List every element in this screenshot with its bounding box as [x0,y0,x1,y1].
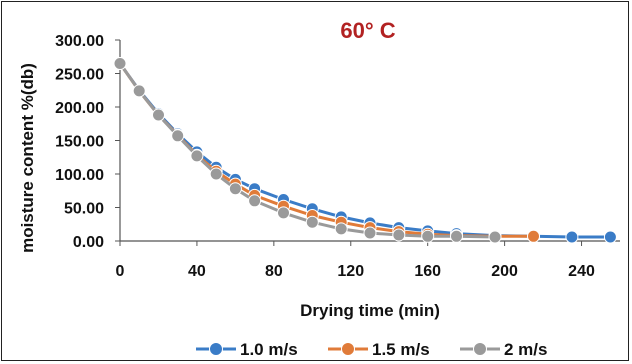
data-point [277,206,290,220]
legend-item: 2 m/s [460,340,547,359]
y-tick-label: 100.00 [55,167,104,184]
x-tick-label: 240 [568,263,595,280]
data-point [421,229,435,243]
series-line [118,62,496,239]
legend-item: 1.0 m/s [196,340,298,359]
data-point [603,230,617,244]
y-tick-label: 200.00 [55,100,104,117]
data-point [209,167,223,181]
data-point [565,230,579,244]
x-axis-title: Drying time (min) [300,301,440,320]
legend-item: 1.5 m/s [328,340,430,359]
data-point [171,129,185,143]
data-point [190,149,204,163]
data-point [248,194,262,208]
data-point [392,228,406,242]
legend-swatch-marker [209,342,223,356]
legend-swatch-marker [341,342,355,356]
x-tick-label: 0 [116,263,125,280]
x-tick-label: 40 [188,263,206,280]
series-layer [113,57,617,244]
data-point [132,84,146,98]
x-tick-label: 200 [491,263,518,280]
legend-label: 1.0 m/s [240,340,298,359]
series-2 [113,57,540,243]
data-point [113,57,127,70]
data-point [152,108,165,122]
axes: 0.00 50.00 100.00 150.00 200.00 250.00 300.00 0… [55,33,620,280]
series-3 [113,57,502,244]
data-point [305,215,319,229]
legend-label: 1.5 m/s [372,340,430,359]
y-axis-title: moisture content %(db) [18,63,37,253]
y-tick-label: 300.00 [55,33,104,50]
legend-swatch-marker [473,342,487,356]
x-tick-label: 160 [414,263,441,280]
chart-title: 60° C [340,18,395,43]
legend: 1.0 m/s 1.5 m/s 2 m/s [196,340,547,359]
data-point [228,182,242,196]
y-tick-label: 50.00 [64,201,104,218]
series-line [118,62,534,238]
data-point [488,230,502,244]
y-tick-label: 150.00 [55,134,104,151]
data-point [450,229,463,243]
x-tick-label: 120 [337,263,364,280]
data-point [527,229,540,243]
y-tick-label: 250.00 [55,67,104,84]
x-tick-label: 80 [265,263,283,280]
data-point [334,222,348,236]
y-tick-label: 0.00 [73,234,104,251]
legend-label: 2 m/s [504,340,547,359]
data-point [363,226,377,240]
series-1 [113,57,617,244]
